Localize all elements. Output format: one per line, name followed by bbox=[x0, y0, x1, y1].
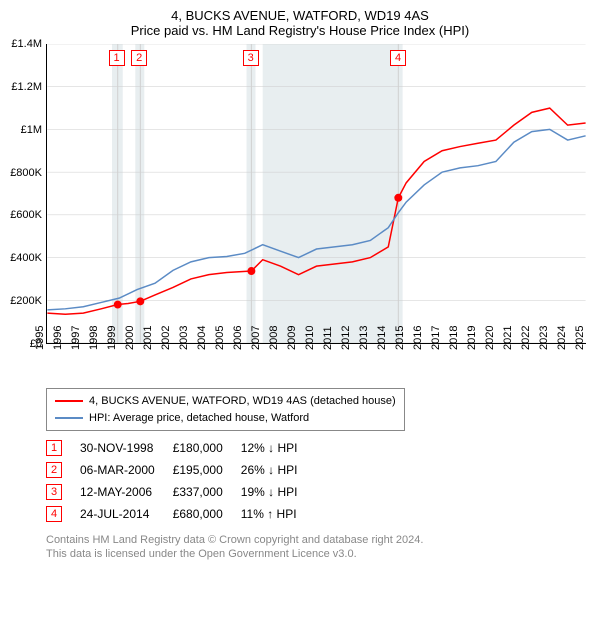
legend-label: HPI: Average price, detached house, Watf… bbox=[89, 410, 309, 427]
sale-number-badge: 4 bbox=[46, 506, 62, 522]
x-axis-label: 2014 bbox=[376, 326, 388, 350]
x-axis-label: 1996 bbox=[52, 326, 64, 350]
footer-line-2: This data is licensed under the Open Gov… bbox=[46, 547, 592, 561]
sale-price: £680,000 bbox=[173, 503, 241, 525]
x-axis-label: 2011 bbox=[322, 326, 334, 350]
legend-item: HPI: Average price, detached house, Watf… bbox=[55, 410, 396, 427]
x-axis-label: 2013 bbox=[358, 326, 370, 350]
x-axis-label: 2020 bbox=[484, 326, 496, 350]
x-axis-label: 2004 bbox=[196, 326, 208, 350]
page-subtitle: Price paid vs. HM Land Registry's House … bbox=[8, 23, 592, 38]
sale-date: 06-MAR-2000 bbox=[80, 459, 173, 481]
sale-price: £337,000 bbox=[173, 481, 241, 503]
x-axis-label: 2001 bbox=[142, 326, 154, 350]
x-axis-label: 2012 bbox=[340, 326, 352, 350]
page-title: 4, BUCKS AVENUE, WATFORD, WD19 4AS bbox=[8, 8, 592, 23]
legend-label: 4, BUCKS AVENUE, WATFORD, WD19 4AS (deta… bbox=[89, 393, 396, 410]
sale-date: 12-MAY-2006 bbox=[80, 481, 173, 503]
x-axis-label: 2018 bbox=[448, 326, 460, 350]
y-axis-label: £1M bbox=[21, 124, 42, 136]
table-row: 3 12-MAY-2006 £337,000 19% ↓ HPI bbox=[46, 481, 315, 503]
y-axis-label: £1.4M bbox=[11, 38, 42, 50]
sale-delta: 19% ↓ HPI bbox=[241, 481, 316, 503]
x-axis-label: 2023 bbox=[538, 326, 550, 350]
footer-attribution: Contains HM Land Registry data © Crown c… bbox=[46, 533, 592, 562]
sale-delta: 12% ↓ HPI bbox=[241, 437, 316, 459]
x-axis-label: 2025 bbox=[574, 326, 586, 350]
x-axis-label: 1998 bbox=[88, 326, 100, 350]
y-axis-label: £400K bbox=[10, 252, 42, 264]
x-axis-label: 2002 bbox=[160, 326, 172, 350]
chart-container: £0£200K£400K£600K£800K£1M£1.2M£1.4M19951… bbox=[8, 44, 592, 344]
footer-line-1: Contains HM Land Registry data © Crown c… bbox=[46, 533, 592, 547]
x-axis-label: 2010 bbox=[304, 326, 316, 350]
chart-plot-area: £0£200K£400K£600K£800K£1M£1.2M£1.4M19951… bbox=[46, 44, 586, 344]
x-axis-label: 2000 bbox=[124, 326, 136, 350]
sale-price: £195,000 bbox=[173, 459, 241, 481]
legend-swatch bbox=[55, 417, 83, 419]
sale-date: 24-JUL-2014 bbox=[80, 503, 173, 525]
y-axis-label: £600K bbox=[10, 209, 42, 221]
x-axis-label: 2016 bbox=[412, 326, 424, 350]
x-axis-label: 2019 bbox=[466, 326, 478, 350]
legend-swatch bbox=[55, 400, 83, 402]
x-axis-label: 2021 bbox=[502, 326, 514, 350]
sale-price: £180,000 bbox=[173, 437, 241, 459]
table-row: 4 24-JUL-2014 £680,000 11% ↑ HPI bbox=[46, 503, 315, 525]
x-axis-label: 2008 bbox=[268, 326, 280, 350]
sale-number-badge: 1 bbox=[46, 440, 62, 456]
sale-marker-2: 2 bbox=[131, 50, 147, 66]
x-axis-label: 2007 bbox=[250, 326, 262, 350]
x-axis-label: 2005 bbox=[214, 326, 226, 350]
x-axis-label: 1997 bbox=[70, 326, 82, 350]
sale-marker-4: 4 bbox=[390, 50, 406, 66]
x-axis-label: 2024 bbox=[556, 326, 568, 350]
x-axis-label: 2009 bbox=[286, 326, 298, 350]
y-axis-label: £800K bbox=[10, 167, 42, 179]
sale-number-badge: 2 bbox=[46, 462, 62, 478]
sale-marker-3: 3 bbox=[243, 50, 259, 66]
sale-delta: 26% ↓ HPI bbox=[241, 459, 316, 481]
x-axis-label: 2015 bbox=[394, 326, 406, 350]
x-axis-label: 1999 bbox=[106, 326, 118, 350]
x-axis-label: 1995 bbox=[34, 326, 46, 350]
y-axis-label: £1.2M bbox=[11, 81, 42, 93]
x-axis-label: 2006 bbox=[232, 326, 244, 350]
legend: 4, BUCKS AVENUE, WATFORD, WD19 4AS (deta… bbox=[46, 388, 405, 431]
x-axis-label: 2003 bbox=[178, 326, 190, 350]
legend-item: 4, BUCKS AVENUE, WATFORD, WD19 4AS (deta… bbox=[55, 393, 396, 410]
sale-delta: 11% ↑ HPI bbox=[241, 503, 316, 525]
table-row: 1 30-NOV-1998 £180,000 12% ↓ HPI bbox=[46, 437, 315, 459]
sale-date: 30-NOV-1998 bbox=[80, 437, 173, 459]
x-axis-label: 2022 bbox=[520, 326, 532, 350]
sales-table: 1 30-NOV-1998 £180,000 12% ↓ HPI 2 06-MA… bbox=[46, 437, 315, 525]
y-axis-label: £200K bbox=[10, 295, 42, 307]
x-axis-label: 2017 bbox=[430, 326, 442, 350]
table-row: 2 06-MAR-2000 £195,000 26% ↓ HPI bbox=[46, 459, 315, 481]
sale-marker-1: 1 bbox=[109, 50, 125, 66]
sale-number-badge: 3 bbox=[46, 484, 62, 500]
